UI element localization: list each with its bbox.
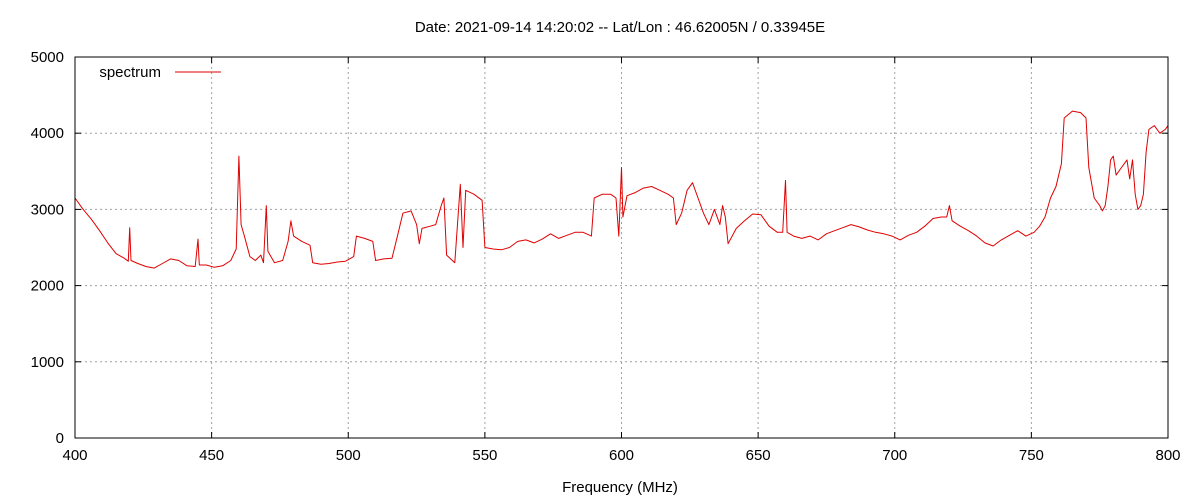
y-tick-label: 5000 bbox=[31, 49, 64, 66]
grid bbox=[75, 57, 1168, 438]
y-tick-label: 3000 bbox=[31, 201, 64, 218]
x-tick-label: 600 bbox=[609, 447, 634, 464]
tick-labels: 400 450 500 550 600 650 700 750 800 0 1000 2000 3000… bbox=[31, 49, 1181, 464]
x-tick-label: 550 bbox=[472, 447, 497, 464]
x-tick-label: 800 bbox=[1155, 447, 1180, 464]
y-tick-label: 0 bbox=[56, 430, 64, 447]
y-tick-label: 4000 bbox=[31, 125, 64, 142]
x-tick-label: 650 bbox=[746, 447, 771, 464]
series-line-spectrum bbox=[74, 110, 1169, 269]
y-tick-label: 2000 bbox=[31, 278, 64, 295]
x-tick-label: 700 bbox=[882, 447, 907, 464]
chart-title: Date: 2021-09-14 14:20:02 -- Lat/Lon : 4… bbox=[415, 19, 825, 36]
x-tick-label: 400 bbox=[62, 447, 87, 464]
legend-label: spectrum bbox=[99, 64, 161, 81]
y-tick-label: 1000 bbox=[31, 354, 64, 371]
plot-frame bbox=[74, 56, 1169, 439]
x-tick-label: 450 bbox=[199, 447, 224, 464]
legend: spectrum bbox=[99, 64, 221, 81]
x-axis-label: Frequency (MHz) bbox=[562, 479, 678, 496]
x-tick-label: 500 bbox=[336, 447, 361, 464]
x-tick-label: 750 bbox=[1019, 447, 1044, 464]
series-layer bbox=[74, 110, 1169, 269]
